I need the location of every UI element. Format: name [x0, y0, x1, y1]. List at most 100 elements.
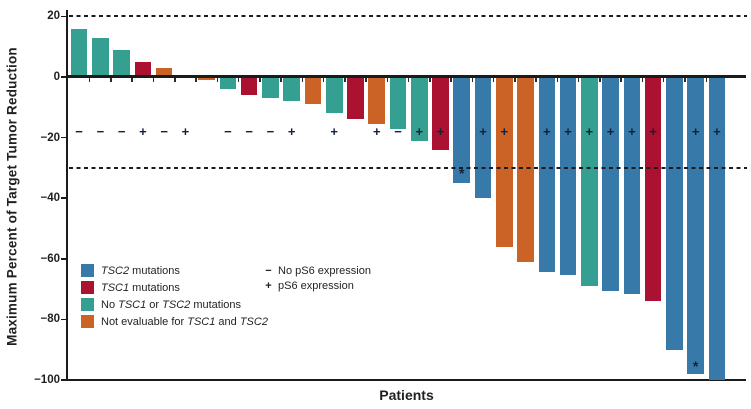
- legend-swatch-tsc1: [81, 281, 94, 294]
- bar-patient-23: [538, 77, 556, 273]
- x-axis-tick: [88, 77, 91, 82]
- ps6-symbol-patient-8: −: [224, 123, 232, 139]
- y-axis-tick: [61, 136, 66, 139]
- ps6-symbol-patient-5: −: [160, 123, 168, 139]
- ps6-symbol-glyph: +: [265, 280, 272, 293]
- ps6-symbol-patient-6: +: [181, 123, 190, 139]
- x-axis-tick: [429, 77, 431, 82]
- x-axis-tick: [301, 77, 304, 82]
- bar-patient-8: [219, 77, 237, 90]
- x-axis-title: Patients: [379, 387, 434, 403]
- x-axis-tick: [174, 77, 176, 82]
- ps6-symbol-patient-27: +: [628, 123, 636, 139]
- bar-patient-12: [304, 77, 322, 105]
- x-axis-tick: [280, 77, 282, 82]
- ps6-symbol-patient-17: +: [415, 123, 424, 139]
- bar-patient-18: [432, 77, 449, 150]
- bar-patient-27: [623, 77, 641, 294]
- bar-patient-17: [410, 77, 428, 141]
- bar-patient-31: [708, 77, 726, 380]
- bar-patient-2: [92, 37, 109, 77]
- x-axis-tick: [365, 77, 367, 82]
- y-axis-tick: [61, 258, 66, 260]
- x-axis-tick: [620, 77, 622, 82]
- bar-patient-4: [134, 61, 152, 77]
- legend-swatch-tsc2: [81, 264, 94, 277]
- ps6-symbol-patient-9: −: [245, 123, 253, 139]
- x-axis-tick: [195, 77, 197, 82]
- x-axis-line: [66, 379, 746, 381]
- ps6-symbol-patient-20: +: [479, 123, 487, 139]
- bar-patient-24: [559, 77, 577, 276]
- asterisk-marker-patient-30: *: [692, 357, 699, 374]
- bar-patient-26: [602, 77, 619, 291]
- y-tick-label: −40: [40, 192, 60, 205]
- y-axis-tick: [61, 379, 66, 381]
- bar-patient-22: [517, 77, 534, 262]
- x-axis-tick: [259, 77, 261, 82]
- bar-patient-11: [283, 77, 300, 102]
- bar-patient-30: [687, 77, 704, 374]
- legend-label: No TSC1 or TSC2 mutations: [101, 298, 242, 311]
- ps6-legend-label: pS6 expression: [278, 280, 354, 293]
- x-axis-tick: [471, 77, 474, 82]
- bar-patient-1: [70, 28, 88, 77]
- y-tick-label: −100: [34, 374, 60, 386]
- ps6-symbol-patient-3: −: [117, 123, 126, 139]
- x-axis-tick: [386, 77, 389, 82]
- x-axis-tick: [344, 77, 346, 82]
- reference-line: [69, 166, 747, 169]
- x-axis-tick: [641, 77, 644, 82]
- x-axis-tick: [535, 77, 537, 82]
- legend-label: TSC2 mutations: [101, 264, 180, 277]
- zero-baseline: [66, 75, 746, 78]
- y-axis-tick: [61, 76, 66, 78]
- bar-patient-5: [155, 67, 173, 77]
- ps6-symbol-patient-21: +: [500, 123, 509, 139]
- y-tick-label: −60: [40, 252, 60, 265]
- legend-ps6-item: − No pS6 expression: [263, 263, 371, 279]
- y-axis-line: [66, 10, 68, 381]
- legend-item-no_mut: No TSC1 or TSC2 mutations: [81, 296, 268, 313]
- legend-ps6-item: + pS6 expression: [263, 279, 371, 295]
- x-axis-tick: [514, 77, 516, 82]
- bar-patient-10: [262, 77, 279, 99]
- bar-patient-3: [113, 49, 130, 77]
- bar-patient-28: [644, 77, 662, 302]
- x-axis-tick: [556, 77, 559, 82]
- x-axis-tick: [131, 77, 133, 82]
- bar-patient-21: [496, 77, 513, 247]
- bar-patient-15: [368, 77, 386, 124]
- ps6-symbol-patient-1: −: [75, 123, 83, 139]
- y-tick-label: −80: [40, 313, 60, 326]
- ps6-symbol-patient-15: +: [372, 123, 381, 139]
- ps6-symbol-patient-18: +: [436, 123, 445, 139]
- x-axis-tick: [599, 77, 601, 82]
- ps6-symbol-patient-31: +: [713, 123, 721, 139]
- ps6-symbol-patient-30: +: [691, 123, 700, 139]
- bar-patient-13: [325, 77, 343, 114]
- bar-patient-19: [453, 77, 471, 184]
- x-axis-tick: [662, 77, 665, 82]
- x-axis-tick: [322, 77, 325, 82]
- x-axis-tick: [152, 77, 155, 82]
- legend-swatch-not_eval: [81, 315, 94, 328]
- bar-patient-16: [389, 77, 407, 129]
- bar-patient-25: [581, 77, 598, 287]
- ps6-symbol-glyph: −: [265, 264, 272, 277]
- x-axis-tick: [110, 77, 112, 82]
- x-axis-tick: [407, 77, 410, 82]
- x-axis-tick: [492, 77, 495, 82]
- ps6-symbol-patient-23: +: [543, 123, 551, 139]
- legend-label: TSC1 mutations: [101, 281, 180, 294]
- ps6-legend-label: No pS6 expression: [278, 264, 371, 277]
- y-axis-tick: [61, 318, 66, 321]
- ps6-symbol-patient-2: −: [96, 123, 105, 139]
- ps6-symbol-patient-16: −: [394, 123, 402, 139]
- ps6-symbol-patient-25: +: [585, 123, 594, 139]
- x-axis-tick: [577, 77, 580, 82]
- bar-patient-14: [347, 77, 364, 120]
- bar-patient-9: [240, 77, 258, 96]
- ps6-symbol-patient-10: −: [266, 123, 275, 139]
